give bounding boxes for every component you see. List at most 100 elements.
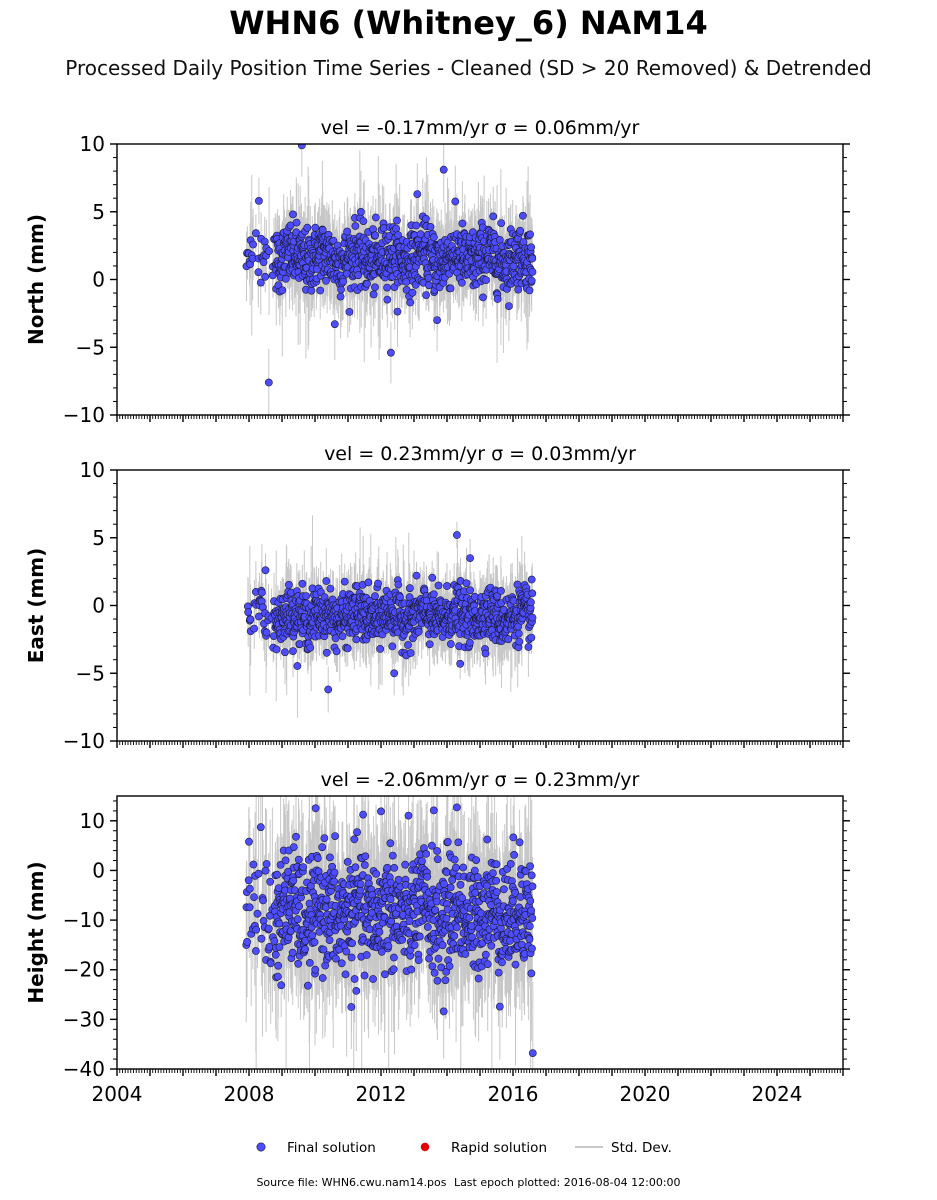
data-point [393,216,401,225]
data-point [479,293,487,302]
data-point [406,649,415,657]
y-tick-label: 5 [92,526,105,550]
data-point [254,612,263,621]
data-point [359,217,368,225]
data-point [363,279,371,288]
data-point [376,645,385,653]
data-point [394,231,402,239]
data-point [452,531,461,539]
data-point [466,554,474,562]
data-point [278,286,287,295]
chart-subtitle: Processed Daily Position Time Series - C… [65,56,872,80]
y-tick-label: 10 [80,132,105,156]
data-point [383,295,392,304]
data-point [251,229,260,238]
data-point [402,277,411,286]
data-point [466,586,474,595]
data-point [421,214,430,223]
data-point [424,274,433,282]
data-point [429,233,438,242]
data-point [338,632,347,641]
data-point [371,231,380,240]
data-point [527,575,536,584]
data-point [390,669,399,678]
data-point [249,240,257,249]
data-point [339,277,347,286]
data-point [330,320,339,329]
data-point [332,647,341,656]
data-point [428,573,437,582]
data-point [451,197,460,206]
data-point [527,243,536,252]
data-point [265,247,273,255]
data-point [261,272,270,281]
data-point [504,302,513,310]
data-point [322,648,331,657]
data-point [244,608,253,617]
data-point [489,212,498,221]
data-point [311,223,320,232]
data-point [528,589,537,598]
data-point [343,227,352,236]
y-axis-label: Height (mm) [24,861,48,1003]
data-point [527,598,535,607]
y-tick-label: 0 [92,268,105,292]
data-point [337,285,345,294]
data-point [326,584,335,593]
data-point [493,295,502,303]
data-point [456,659,465,668]
plot-area [242,144,537,415]
data-point [371,283,379,292]
data-point [303,223,312,232]
data-point [422,291,430,299]
y-tick-label: 0 [92,594,105,618]
data-point [481,649,490,658]
y-axis-label: North (mm) [24,214,48,345]
data-point [292,218,301,227]
y-axis-label: East (mm) [24,548,48,664]
data-point [345,307,354,316]
data-point [519,211,527,220]
data-point [425,640,434,649]
data-point [284,580,293,589]
plot-area [242,796,537,1069]
data-point [446,640,455,648]
data-point [504,635,513,644]
data-point [528,268,537,276]
panel-title: vel = -2.06mm/yr σ = 0.23mm/yr [321,769,640,791]
data-point [446,284,455,293]
data-point [289,210,297,219]
panel-north: vel = -0.17mm/yr σ = 0.06mm/yr North (mm)… [24,117,850,427]
data-point [257,588,266,597]
data-point [322,276,330,285]
data-point [374,579,382,588]
data-point [515,637,524,646]
data-point [369,290,378,299]
data-point [412,221,421,230]
data-point [302,592,311,600]
data-point [260,237,269,246]
data-point [352,635,361,644]
y-tick-label: −5 [76,661,105,685]
data-point [340,577,349,586]
data-point [316,286,325,295]
data-point [433,316,441,324]
data-point [526,230,534,239]
data-point [354,271,363,280]
data-point [356,207,365,216]
panel-title: vel = -0.17mm/yr σ = 0.06mm/yr [321,117,640,139]
data-point [250,624,259,633]
data-point [297,144,306,150]
data-point [388,642,397,651]
y-tick-label: −10 [63,403,105,427]
data-point [434,581,443,590]
y-tick-label: 5 [92,200,105,224]
data-point [383,283,391,292]
data-point [528,254,537,263]
data-point [457,278,466,287]
data-point [406,298,415,307]
data-point [306,643,315,652]
data-point [371,213,380,222]
data-point [405,584,414,593]
